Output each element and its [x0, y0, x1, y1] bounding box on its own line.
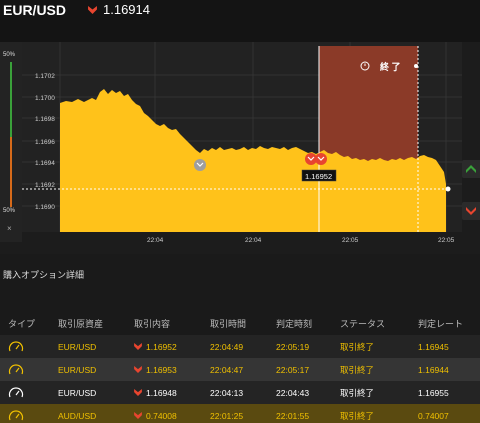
down-arrow-icon: [134, 366, 142, 373]
row-asset: EUR/USD: [58, 387, 97, 398]
ytick: 1.1694: [35, 160, 55, 167]
section-title: 購入オプション詳細: [3, 270, 85, 280]
row-asset: EUR/USD: [58, 364, 97, 375]
row-rate: 1.16955: [418, 387, 449, 398]
col-asset: 取引原資産: [58, 318, 104, 329]
row-time: 22:04:47: [210, 364, 244, 375]
table-header: タイプ 取引原資産 取引内容 取引時間 判定時刻 ステータス 判定レート: [0, 311, 480, 335]
trade-marker-gray[interactable]: [194, 159, 206, 171]
low-percent: 50%: [3, 208, 16, 214]
table-row[interactable]: EUR/USD 1.16952 22:04:49 22:05:19 取引終了 1…: [0, 335, 480, 358]
table-row[interactable]: AUD/USD 0.74008 22:01:25 22:01:55 取引終了 0…: [0, 404, 480, 423]
price-area: [60, 89, 446, 232]
gauge-icon: [8, 340, 24, 351]
down-arrow-icon: [466, 207, 476, 215]
current-rate-value: 1.16914: [103, 2, 150, 17]
chart-svg: 終 了 1.16952 1.1702 1.1700 1.1698 1.1696 …: [22, 42, 462, 244]
down-arrow-icon: [134, 412, 142, 419]
xtick: 22:04: [245, 237, 262, 244]
row-asset: EUR/USD: [58, 341, 97, 352]
ytick: 1.1692: [35, 182, 55, 189]
high-button[interactable]: [462, 160, 480, 178]
down-arrow-icon: [134, 389, 142, 396]
row-status: 取引終了: [340, 410, 375, 421]
top-bar: EUR/USD 1.16914: [0, 0, 480, 42]
currency-pair-title: EUR/USD: [3, 2, 67, 18]
row-judge: 22:05:19: [276, 341, 310, 352]
gauge-icon: [8, 363, 24, 374]
row-judge: 22:04:43: [276, 387, 310, 398]
row-rate: 1.16944: [418, 364, 449, 375]
low-button[interactable]: [462, 202, 480, 220]
row-time: 22:04:49: [210, 341, 244, 352]
col-rate: 判定レート: [418, 318, 464, 329]
ytick: 1.1690: [35, 204, 55, 211]
gauge-icon: [8, 409, 24, 420]
row-judge: 22:01:55: [276, 410, 310, 421]
options-table: タイプ 取引原資産 取引内容 取引時間 判定時刻 ステータス 判定レート EUR…: [0, 311, 480, 423]
sentiment-bar: 50% 50% ×: [0, 42, 22, 242]
end-label-text: 終 了: [380, 61, 401, 72]
close-icon[interactable]: ×: [7, 224, 12, 233]
ytick: 1.1700: [35, 95, 55, 102]
trade-marker-red[interactable]: [305, 153, 327, 165]
x-axis: 22:04 22:04 22:05 22:05: [147, 237, 455, 244]
row-status: 取引終了: [340, 364, 375, 375]
row-rate: 1.16945: [418, 341, 449, 352]
row-rate: 0.74007: [418, 410, 449, 421]
price-chart[interactable]: 終 了 1.16952 1.1702 1.1700 1.1698 1.1696 …: [0, 42, 480, 254]
down-arrow-icon: [88, 5, 97, 14]
row-status: 取引終了: [340, 341, 375, 352]
current-rate: 1.16914: [88, 2, 150, 17]
end-label: 終 了: [360, 61, 418, 72]
ytick: 1.1702: [35, 73, 55, 80]
xtick: 22:05: [438, 237, 455, 244]
xtick: 22:05: [342, 237, 359, 244]
row-asset: AUD/USD: [58, 410, 97, 421]
row-content: 1.16948: [146, 387, 177, 398]
row-judge: 22:05:17: [276, 364, 310, 375]
gauge-icon: [8, 386, 24, 397]
high-bar: [10, 62, 12, 137]
row-time: 22:01:25: [210, 410, 244, 421]
row-content: 0.74008: [146, 410, 177, 421]
xtick: 22:04: [147, 237, 164, 244]
table-row[interactable]: EUR/USD 1.16953 22:04:47 22:05:17 取引終了 1…: [0, 358, 480, 381]
row-status: 取引終了: [340, 387, 375, 398]
col-type: タイプ: [8, 318, 36, 329]
low-bar: [10, 137, 12, 207]
down-arrow-icon: [134, 343, 142, 350]
row-content: 1.16952: [146, 341, 177, 352]
row-time: 22:04:13: [210, 387, 244, 398]
table-row[interactable]: EUR/USD 1.16948 22:04:13 22:04:43 取引終了 1…: [0, 381, 480, 404]
col-content: 取引内容: [134, 318, 171, 329]
col-status: ステータス: [340, 318, 386, 329]
ytick: 1.1696: [35, 139, 55, 146]
marker-value-label: 1.16952: [305, 172, 332, 181]
row-content: 1.16953: [146, 364, 177, 375]
y-axis: 1.1702 1.1700 1.1698 1.1696 1.1694 1.169…: [35, 73, 55, 211]
ytick: 1.1698: [35, 116, 55, 123]
high-percent: 50%: [3, 52, 16, 58]
col-time: 取引時間: [210, 318, 247, 329]
col-judge: 判定時刻: [276, 318, 313, 329]
up-arrow-icon: [466, 165, 476, 173]
